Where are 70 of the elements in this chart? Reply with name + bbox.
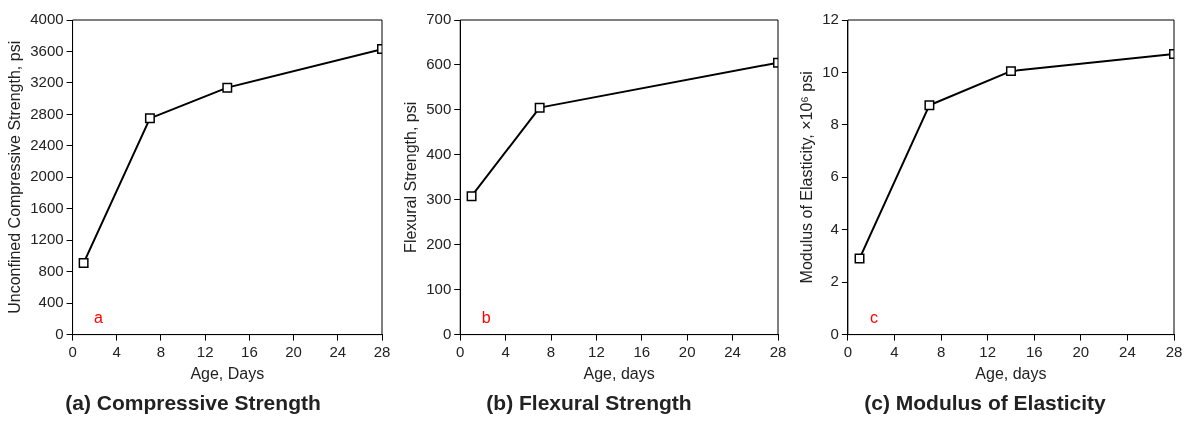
y-tick-label: 4 xyxy=(830,219,839,237)
point xyxy=(466,191,477,202)
x-tick-label: 16 xyxy=(241,342,258,360)
point xyxy=(222,82,233,93)
x-tick-label: 4 xyxy=(501,342,510,360)
x-tick-label: 16 xyxy=(633,342,651,360)
x-tick-label: 24 xyxy=(724,342,741,360)
y-tick-label: 12 xyxy=(822,10,839,28)
x-tick-label: 28 xyxy=(769,342,787,360)
y-tick-label: 2000 xyxy=(30,167,64,185)
point xyxy=(144,113,155,124)
annotation: a xyxy=(94,309,104,327)
x-tick-label: 4 xyxy=(890,342,899,360)
y-tick-label: 8 xyxy=(830,115,839,133)
x-axis-title: Age, Days xyxy=(190,364,265,382)
y-tick-label: 800 xyxy=(38,261,64,279)
x-tick-label: 12 xyxy=(979,342,996,360)
x-tick-label: 24 xyxy=(1119,342,1136,360)
y-tick-label: 0 xyxy=(442,324,452,342)
y-tick-label: 10 xyxy=(822,62,839,80)
y-tick-label: 4000 xyxy=(30,10,64,28)
x-tick-label: 8 xyxy=(546,342,556,360)
point xyxy=(78,258,89,269)
y-tick-label: 700 xyxy=(426,10,452,28)
y-tick-label: 0 xyxy=(55,324,64,342)
text: (a) Compressive Strength xyxy=(65,391,321,415)
y-tick-label: 600 xyxy=(426,55,452,73)
x-tick-label: 8 xyxy=(936,342,946,360)
x-tick-label: 0 xyxy=(843,342,853,360)
x-tick-label: 20 xyxy=(678,342,696,360)
y-axis-title: Flexural Strength, psi xyxy=(402,101,420,253)
y-tick-label: 2400 xyxy=(30,135,64,153)
x-tick-label: 4 xyxy=(112,342,121,360)
x-tick-label: 16 xyxy=(1025,342,1043,360)
point xyxy=(534,102,545,113)
x-axis-title: Age, days xyxy=(975,364,1047,382)
x-tick-label: 24 xyxy=(329,342,347,360)
point xyxy=(854,253,865,264)
x-axis-title: Age, days xyxy=(583,364,655,382)
y-tick-label: 2 xyxy=(830,272,839,290)
x-tick-label: 0 xyxy=(456,342,465,360)
y-tick-label: 1600 xyxy=(30,198,64,216)
x-tick-label: 12 xyxy=(196,342,214,360)
x-tick-label: 8 xyxy=(156,342,166,360)
x-tick-label: 0 xyxy=(68,342,77,360)
y-tick-label: 6 xyxy=(830,167,839,185)
y-tick-label: 300 xyxy=(426,189,452,207)
x-tick-label: 20 xyxy=(285,342,302,360)
x-tick-label: 12 xyxy=(588,342,605,360)
point xyxy=(924,100,935,111)
y-tick-label: 400 xyxy=(426,144,452,162)
annotation: b xyxy=(481,309,491,327)
y-axis-title: Modulus of Elasticity, ×10⁶ psi xyxy=(798,71,816,284)
y-tick-label: 100 xyxy=(426,279,452,297)
x-tick-label: 28 xyxy=(373,342,391,360)
text: (b) Flexural Strength xyxy=(486,391,692,415)
y-tick-label: 1200 xyxy=(30,230,64,248)
point xyxy=(1005,66,1016,77)
y-tick-label: 200 xyxy=(426,234,452,252)
x-tick-label: 28 xyxy=(1165,342,1183,360)
y-tick-label: 400 xyxy=(38,293,64,311)
y-tick-label: 2800 xyxy=(30,104,64,122)
y-tick-label: 3600 xyxy=(30,41,64,59)
x-tick-label: 20 xyxy=(1072,342,1090,360)
y-tick-label: 500 xyxy=(426,100,452,118)
text: (c) Modulus of Elasticity xyxy=(864,391,1107,415)
annotation: c xyxy=(869,309,878,327)
y-axis-title: Unconfined Compressive Strength, psi xyxy=(6,40,24,314)
y-tick-label: 0 xyxy=(830,324,839,342)
y-tick-label: 3200 xyxy=(30,73,64,91)
